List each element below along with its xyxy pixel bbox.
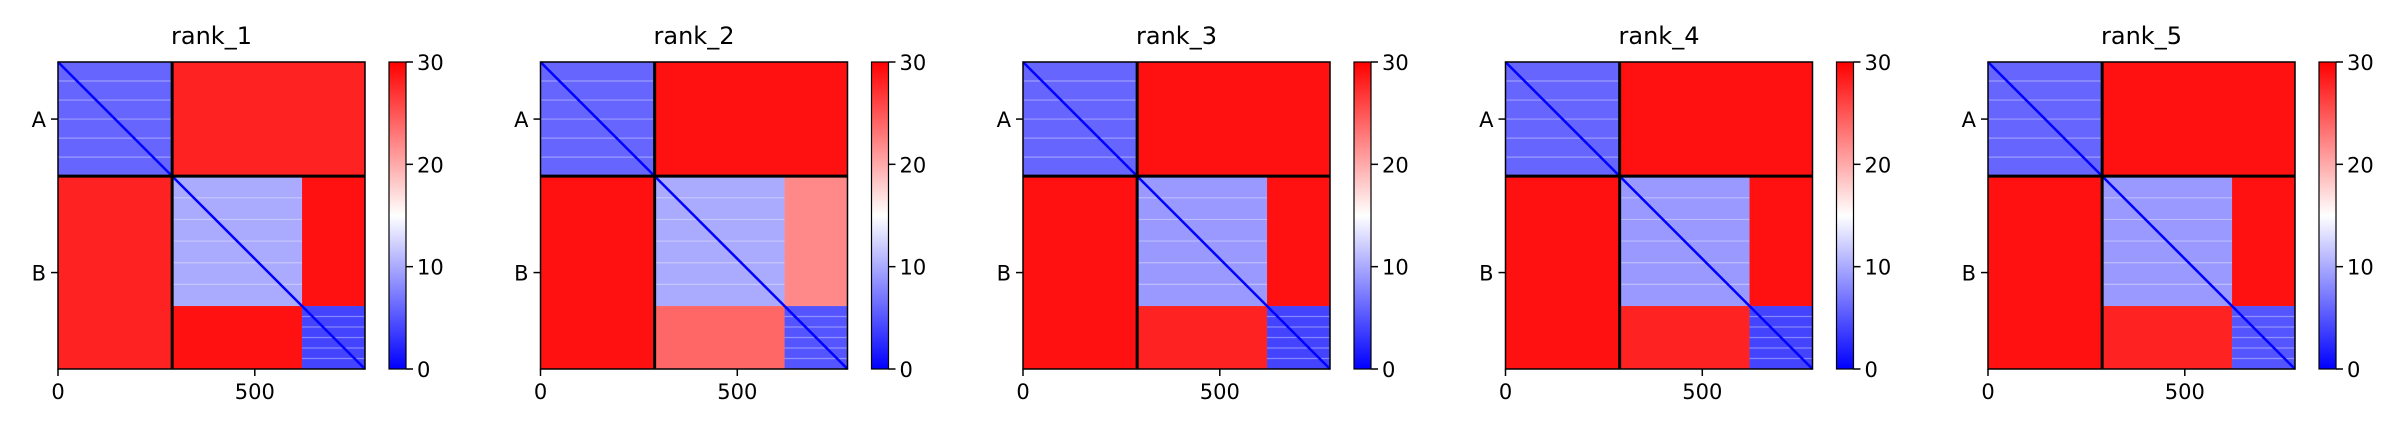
colorbar-tick-label: 0 (900, 358, 913, 382)
panel-rank_5: rank_5 0 500 A B 0 10 20 30 (1962, 22, 2374, 404)
colorbar-tick-label: 0 (1382, 358, 1395, 382)
colorbar-tick-label: 10 (417, 256, 444, 280)
colorbar-tick-label: 10 (1865, 256, 1892, 280)
panel-title: rank_4 (1619, 22, 1700, 50)
panel-rank_1: rank_1 0 500 A B 0 10 20 30 (32, 22, 444, 404)
heatmap-block (1023, 176, 1138, 369)
heatmap-block (302, 176, 365, 307)
axes-frame (539, 61, 849, 370)
heatmap-block (1505, 176, 1620, 369)
x-tick-label: 0 (1016, 380, 1029, 404)
x-tick-label: 500 (235, 380, 275, 404)
colorbar-tick-label: 10 (1382, 256, 1409, 280)
colorbar (2318, 61, 2337, 370)
panel-title: rank_5 (2101, 22, 2182, 50)
colorbar (388, 61, 407, 370)
colorbar-tick-label: 0 (2347, 358, 2360, 382)
axes-frame (1504, 61, 1814, 370)
colorbar-tick-label: 30 (1865, 51, 1892, 75)
heatmap-block (1619, 306, 1750, 369)
colorbar-tick-label: 30 (2347, 51, 2374, 75)
panel-title: rank_2 (654, 22, 735, 50)
heatmap-block (2102, 62, 2295, 177)
colorbar-tick-label: 30 (900, 51, 927, 75)
colorbar-tick-label: 10 (2347, 256, 2374, 280)
colorbar-tick-label: 30 (1382, 51, 1409, 75)
diagonal-line (1022, 61, 1331, 370)
colorbar-tick-label: 20 (1865, 153, 1892, 177)
heatmap-block (2102, 306, 2233, 369)
x-tick-label: 0 (1981, 380, 1994, 404)
panel-rank_4: rank_4 0 500 A B 0 10 20 30 (1479, 22, 1891, 404)
heatmap-block (172, 306, 303, 369)
colorbar-tick-label: 30 (417, 51, 444, 75)
diagonal-line (1504, 61, 1814, 370)
x-tick-label: 500 (1682, 380, 1722, 404)
chain-label: A (514, 108, 529, 132)
chain-label: B (32, 262, 46, 286)
x-tick-label: 0 (1499, 380, 1512, 404)
colorbar (1353, 61, 1372, 370)
x-tick-label: 500 (1200, 380, 1240, 404)
heatmap-block (1619, 62, 1813, 177)
colorbar-tick-label: 20 (1382, 153, 1409, 177)
colorbar (1835, 61, 1855, 370)
chain-label: B (997, 262, 1011, 286)
diagonal-line (539, 61, 849, 370)
diagonal-line (1987, 61, 2296, 370)
heatmap-block (1988, 176, 2103, 369)
axes-frame (57, 61, 366, 370)
heatmap-block (2232, 176, 2295, 307)
chain-label: A (997, 108, 1012, 132)
panel-rank_2: rank_2 0 500 A B 0 10 20 30 (514, 22, 926, 404)
colorbar-tick-label: 20 (2347, 153, 2374, 177)
diagonal-line (57, 61, 366, 370)
chain-label: A (1479, 108, 1494, 132)
heatmap-block (1267, 176, 1330, 307)
heatmap-block (1749, 176, 1813, 307)
colorbar-tick-label: 20 (417, 153, 444, 177)
colorbar (870, 61, 890, 370)
panel-title: rank_1 (171, 22, 252, 50)
colorbar-tick-label: 20 (900, 153, 927, 177)
heatmap-block (1137, 306, 1268, 369)
panel-title: rank_3 (1136, 22, 1217, 50)
x-tick-label: 0 (534, 380, 547, 404)
heatmap-block (540, 176, 655, 369)
chain-label: B (514, 262, 528, 286)
chain-label: B (1479, 262, 1493, 286)
heatmap-block (654, 306, 785, 369)
chain-label: B (1962, 262, 1976, 286)
x-tick-label: 0 (51, 380, 64, 404)
colorbar-tick-label: 0 (417, 358, 430, 382)
panel-rank_3: rank_3 0 500 A B 0 10 20 30 (997, 22, 1409, 404)
heatmap-block (172, 62, 365, 177)
colorbar-tick-label: 10 (900, 256, 927, 280)
x-tick-label: 500 (717, 380, 757, 404)
heatmap-block (784, 176, 848, 307)
chain-label: A (1962, 108, 1977, 132)
x-tick-label: 500 (2165, 380, 2205, 404)
heatmap-block (654, 62, 848, 177)
colorbar-tick-label: 0 (1865, 358, 1878, 382)
chain-label: A (32, 108, 47, 132)
axes-frame (1987, 61, 2296, 370)
heatmap-block (1137, 62, 1330, 177)
axes-frame (1022, 61, 1331, 370)
heatmap-block (58, 176, 173, 369)
